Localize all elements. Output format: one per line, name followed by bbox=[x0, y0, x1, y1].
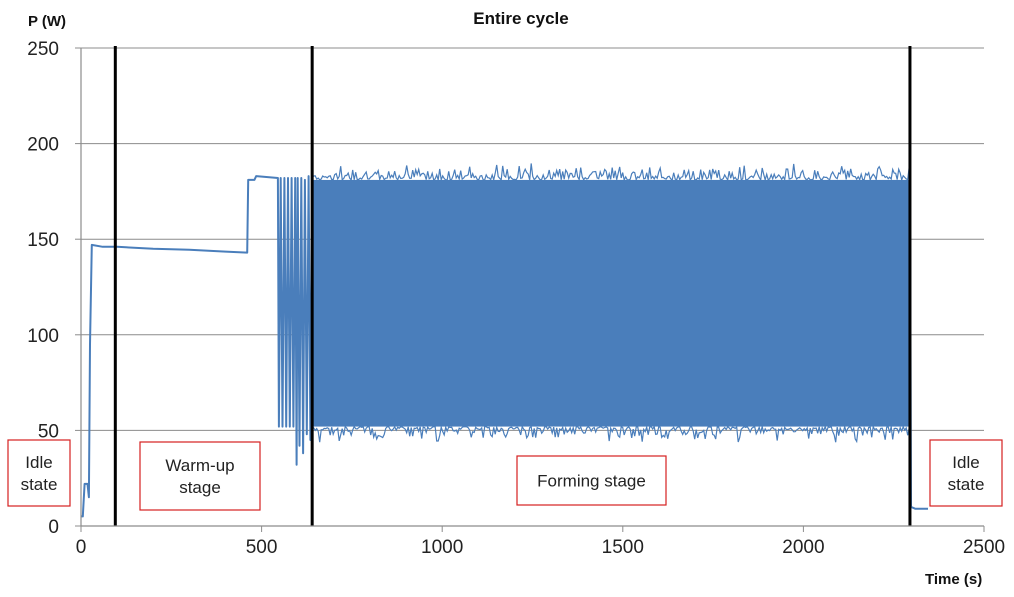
axes bbox=[75, 47, 985, 532]
stage-boundaries bbox=[113, 46, 912, 526]
chart-title: Entire cycle bbox=[473, 9, 568, 28]
x-tick-label-1500: 1500 bbox=[602, 537, 644, 558]
series-line-0 bbox=[81, 175, 314, 518]
series-line-2 bbox=[909, 174, 928, 510]
forming-stage-power-band bbox=[311, 163, 910, 444]
annotation-2: Forming stage bbox=[516, 455, 667, 506]
y-tick-label-0: 0 bbox=[48, 517, 59, 538]
y-tick-label-50: 50 bbox=[38, 421, 59, 442]
band-fill bbox=[312, 179, 910, 427]
annotation-text: Idle state bbox=[948, 453, 985, 494]
x-tick-label-2500: 2500 bbox=[963, 537, 1005, 558]
y-axis-title: P (W) bbox=[28, 13, 66, 30]
y-tick-label-150: 150 bbox=[27, 230, 59, 251]
x-tick-label-2000: 2000 bbox=[782, 537, 824, 558]
annotation-box bbox=[929, 439, 1003, 507]
stage-annotations: Idle state Warm-up stage Forming stage Idle st… bbox=[7, 439, 1003, 511]
annotation-3: Idle state bbox=[929, 439, 1003, 507]
y-tick-label-100: 100 bbox=[27, 326, 59, 347]
annotation-text: Forming stage bbox=[537, 472, 646, 491]
tick-labels: 0 500 1000 1500 2000 2500 0 50 100 150 200 250 bbox=[27, 39, 1005, 558]
annotation-text: Warm-up stage bbox=[165, 456, 234, 497]
annotation-box bbox=[7, 439, 71, 507]
annotation-0: Idle state bbox=[7, 439, 71, 507]
y-tick-label-200: 200 bbox=[27, 135, 59, 156]
band-lower-edge bbox=[311, 424, 910, 444]
annotation-box bbox=[139, 441, 261, 511]
x-tick-label-500: 500 bbox=[246, 537, 278, 558]
band-upper-edge bbox=[311, 163, 910, 183]
y-tick-label-250: 250 bbox=[27, 39, 59, 60]
annotation-text: Idle state bbox=[21, 453, 58, 494]
x-tick-label-1000: 1000 bbox=[421, 537, 463, 558]
annotation-box bbox=[516, 455, 667, 506]
x-axis-title: Time (s) bbox=[925, 571, 982, 588]
annotation-1: Warm-up stage bbox=[139, 441, 261, 511]
x-tick-label-0: 0 bbox=[76, 537, 87, 558]
